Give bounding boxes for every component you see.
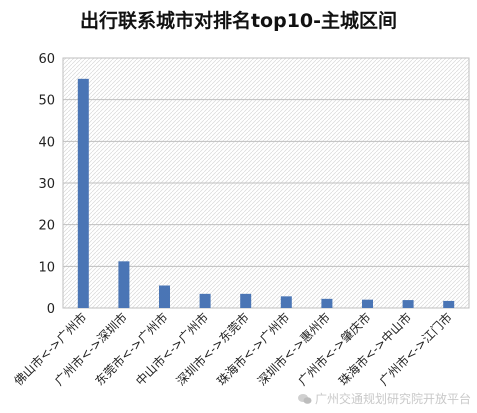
bar: [280, 296, 292, 308]
x-tick-label: 深圳市<->东莞市: [173, 310, 252, 389]
bar: [443, 300, 455, 308]
y-tick-label: 40: [38, 135, 55, 150]
bar: [159, 285, 170, 308]
y-axis-ticks: 0 10 20 30 40 50 60: [38, 52, 55, 317]
x-axis-labels: 佛山市<->广州市广州市<->深圳市东莞市<->广州市中山市<->广州市深圳市<…: [11, 310, 455, 389]
y-tick-label: 20: [38, 219, 55, 234]
bars: [77, 78, 455, 308]
x-tick-label: 珠海市<->中山市: [335, 310, 414, 389]
bar: [118, 261, 130, 308]
wechat-icon: [297, 393, 312, 404]
x-tick-label: 佛山市<->广州市: [11, 310, 90, 389]
x-tick-label: 广州市<->肇庆市: [295, 310, 374, 389]
y-tick-label: 10: [38, 260, 55, 275]
y-tick-label: 30: [38, 177, 55, 192]
bar: [321, 298, 333, 308]
y-tick-label: 60: [38, 52, 55, 67]
bar: [77, 78, 89, 308]
y-tick-label: 50: [38, 94, 55, 109]
x-tick-label: 珠海市<->广州市: [214, 310, 293, 389]
x-tick-label: 东莞市<->广州市: [92, 310, 171, 389]
bar: [240, 293, 252, 308]
x-tick-label: 广州市<->深圳市: [51, 310, 130, 389]
watermark: 广州交通规划研究院开放平台: [297, 390, 471, 407]
x-tick-label: 深圳市<->惠州市: [254, 310, 333, 389]
bar: [402, 300, 414, 308]
bar: [199, 293, 211, 308]
x-tick-label: 中山市<->广州市: [132, 310, 211, 389]
chart-title: 出行联系城市对排名top10-主城区间: [79, 10, 398, 32]
x-tick-label: 广州市<->江门市: [376, 310, 455, 389]
gridlines: [63, 99, 469, 267]
y-tick-label: 0: [47, 302, 55, 317]
bar: [362, 299, 373, 308]
watermark-text: 广州交通规划研究院开放平台: [314, 392, 471, 406]
